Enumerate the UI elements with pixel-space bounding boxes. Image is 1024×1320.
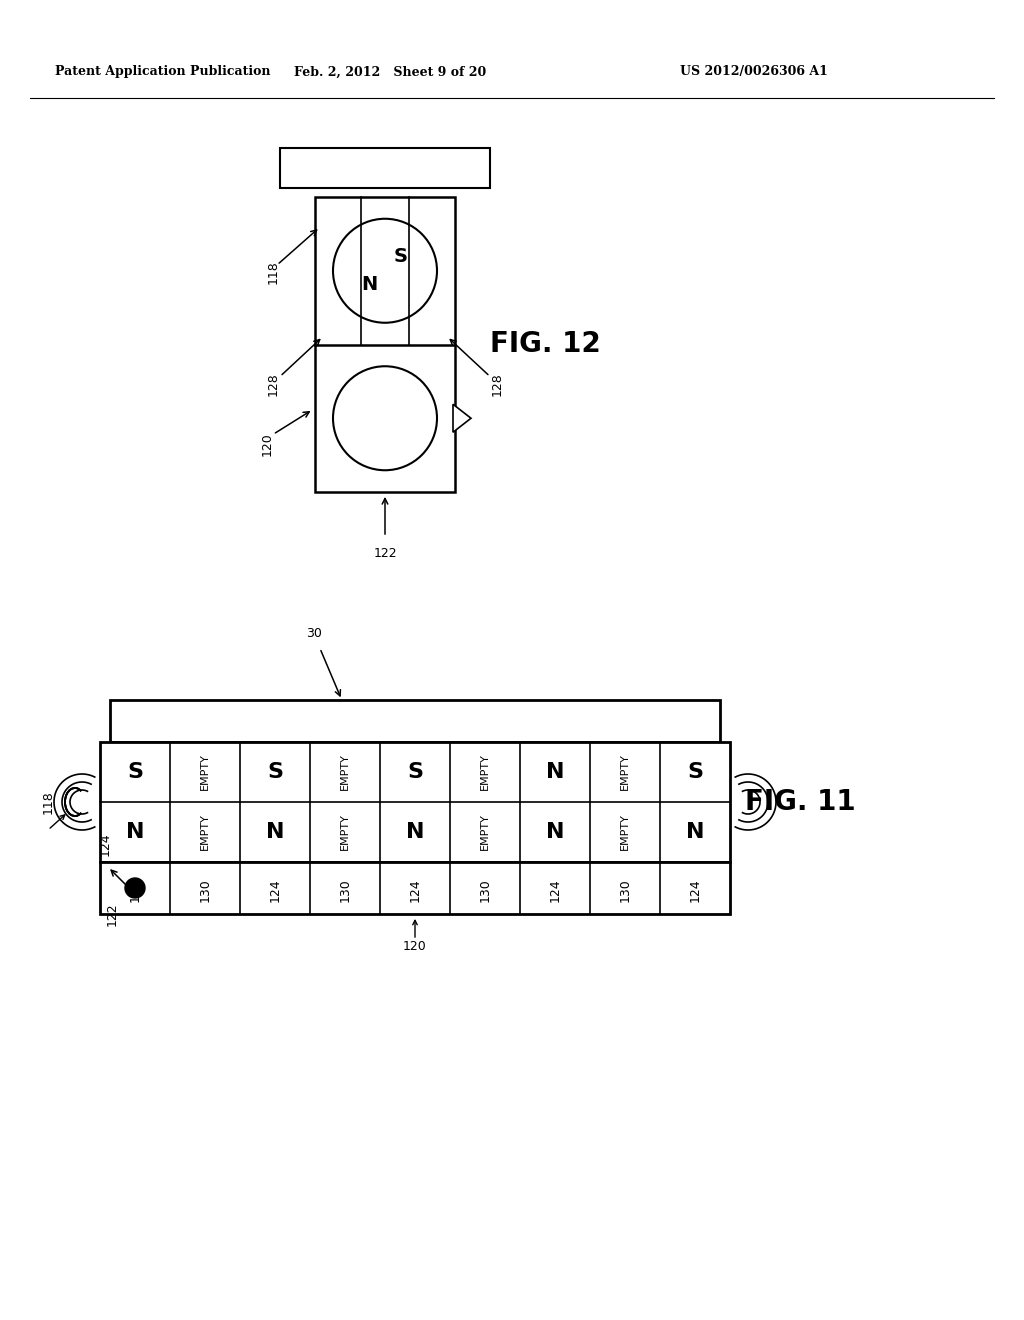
Text: S: S — [267, 762, 283, 781]
Text: EMPTY: EMPTY — [340, 813, 350, 850]
Bar — [100, 862, 730, 913]
Text: EMPTY: EMPTY — [620, 754, 630, 791]
Text: 30: 30 — [306, 627, 322, 640]
Text: FIG. 12: FIG. 12 — [489, 330, 600, 359]
Bar — [315, 197, 455, 492]
Text: 128: 128 — [490, 372, 504, 396]
Text: EMPTY: EMPTY — [480, 813, 490, 850]
Text: N: N — [360, 276, 377, 294]
Text: Feb. 2, 2012   Sheet 9 of 20: Feb. 2, 2012 Sheet 9 of 20 — [294, 66, 486, 78]
Text: 124: 124 — [549, 878, 561, 902]
Text: 124: 124 — [409, 878, 422, 902]
Text: 124: 124 — [98, 833, 112, 855]
Text: EMPTY: EMPTY — [340, 754, 350, 791]
Text: 128: 128 — [266, 372, 280, 396]
Polygon shape — [453, 404, 471, 432]
Bar — [100, 742, 730, 862]
Text: N: N — [686, 822, 705, 842]
Text: EMPTY: EMPTY — [200, 813, 210, 850]
Text: Patent Application Publication: Patent Application Publication — [55, 66, 270, 78]
Text: EMPTY: EMPTY — [480, 754, 490, 791]
Text: US 2012/0026306 A1: US 2012/0026306 A1 — [680, 66, 827, 78]
Text: EMPTY: EMPTY — [620, 813, 630, 850]
Text: 124: 124 — [128, 878, 141, 902]
Circle shape — [125, 878, 145, 898]
Text: EMPTY: EMPTY — [200, 754, 210, 791]
Text: N: N — [546, 762, 564, 781]
Text: 130: 130 — [478, 878, 492, 902]
Text: N: N — [126, 822, 144, 842]
Bar — [280, 148, 490, 187]
Circle shape — [333, 366, 437, 470]
Text: N: N — [546, 822, 564, 842]
Text: 118: 118 — [42, 791, 54, 814]
Text: S: S — [127, 762, 143, 781]
Circle shape — [333, 219, 437, 323]
Text: FIG. 11: FIG. 11 — [744, 788, 855, 816]
Text: 122: 122 — [373, 546, 397, 560]
Text: 120: 120 — [403, 940, 427, 953]
Text: S: S — [687, 762, 703, 781]
Text: 118: 118 — [266, 260, 280, 284]
Text: 122: 122 — [105, 902, 119, 925]
Text: N: N — [406, 822, 424, 842]
Text: 130: 130 — [199, 878, 212, 902]
Text: S: S — [407, 762, 423, 781]
Text: 124: 124 — [268, 878, 282, 902]
Text: S: S — [394, 247, 408, 267]
Text: 120: 120 — [260, 433, 273, 457]
Text: 130: 130 — [339, 878, 351, 902]
Text: 124: 124 — [688, 878, 701, 902]
Text: 130: 130 — [618, 878, 632, 902]
Text: N: N — [266, 822, 285, 842]
Bar — [110, 700, 720, 742]
